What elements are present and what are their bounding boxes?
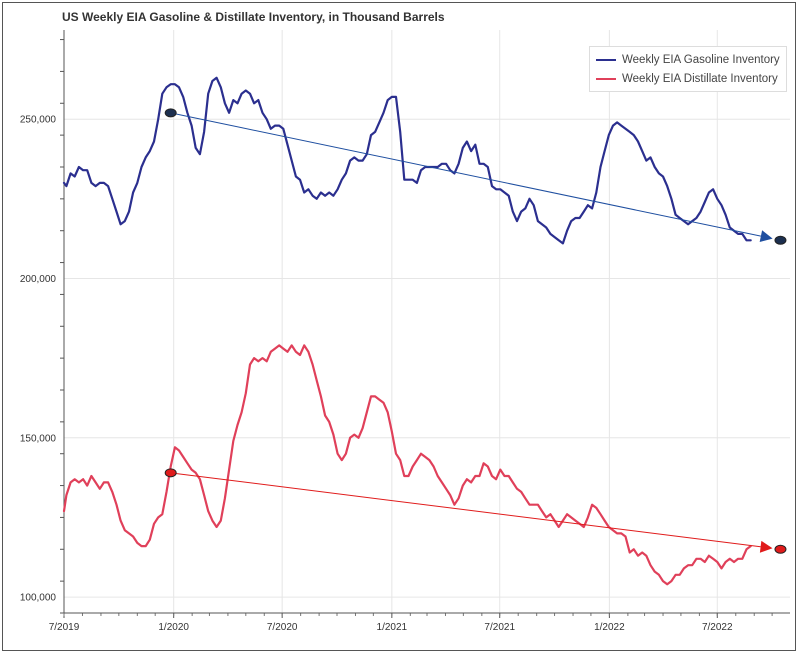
trend-arrow-head-1 xyxy=(759,540,773,553)
legend-label-gasoline: Weekly EIA Gasoline Inventory xyxy=(622,54,780,66)
trend-start-marker-1 xyxy=(164,468,177,478)
x-tick-label: 1/2020 xyxy=(158,622,189,633)
legend: Weekly EIA Gasoline Inventory Weekly EIA… xyxy=(589,46,787,92)
trend-arrow-head-0 xyxy=(759,230,773,243)
x-tick-label: 7/2021 xyxy=(484,622,515,633)
y-tick-label: 150,000 xyxy=(20,433,57,444)
y-tick-label: 200,000 xyxy=(20,274,57,285)
x-tick-label: 1/2022 xyxy=(594,622,625,633)
grid xyxy=(63,30,790,613)
series xyxy=(62,76,752,586)
x-tick-label: 7/2022 xyxy=(702,622,733,633)
legend-label-distillate: Weekly EIA Distillate Inventory xyxy=(622,73,778,85)
legend-swatch-distillate xyxy=(596,78,616,80)
axes: 100,000 150,000 200,000 250,000 7/2019 1/2020… xyxy=(20,30,790,633)
legend-item-gasoline[interactable]: Weekly EIA Gasoline Inventory xyxy=(596,51,780,69)
chart-title: US Weekly EIA Gasoline & Distillate Inve… xyxy=(62,10,445,24)
x-tick-label: 7/2020 xyxy=(267,622,298,633)
trend-arrow-line-1 xyxy=(170,472,761,548)
x-tick-label: 7/2019 xyxy=(49,622,80,633)
trend-arrow-line-0 xyxy=(170,112,761,237)
trend-end-marker-1 xyxy=(774,544,787,554)
y-tick-label: 100,000 xyxy=(20,593,57,604)
trend-end-marker-0 xyxy=(774,235,787,245)
series-line-0 xyxy=(62,76,752,245)
legend-item-distillate[interactable]: Weekly EIA Distillate Inventory xyxy=(596,70,778,88)
trend-start-marker-0 xyxy=(164,108,177,118)
x-tick-label: 1/2021 xyxy=(377,622,408,633)
series-line-1 xyxy=(62,344,752,586)
y-tick-label: 250,000 xyxy=(20,115,57,126)
legend-swatch-gasoline xyxy=(596,59,616,61)
annotations xyxy=(164,108,787,554)
